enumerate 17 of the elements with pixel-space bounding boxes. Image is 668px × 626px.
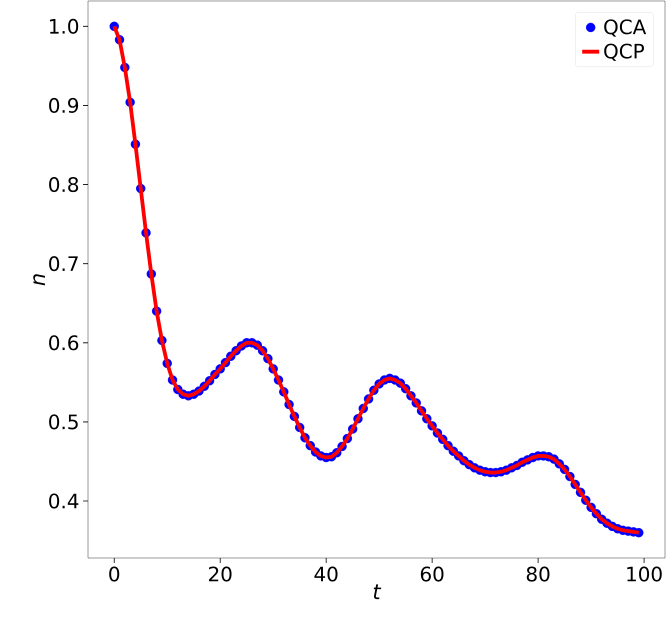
x-tick-label: 40 [314, 566, 338, 582]
x-tick-label: 100 [627, 566, 662, 582]
y-tick-label: 0.9 [49, 98, 78, 113]
y-tick-label: 0.7 [49, 256, 78, 272]
y-axis-title: n [33, 274, 45, 286]
x-tick-label: 0 [109, 566, 120, 582]
y-tick-label: 0.4 [49, 494, 78, 509]
x-axis-title: t [374, 584, 382, 600]
y-tick-label: 0.6 [49, 335, 78, 350]
x-tick-label: 20 [208, 566, 232, 582]
legend-label: QCA [604, 19, 646, 37]
x-tick-label: 60 [420, 566, 444, 582]
x-tick-label: 80 [526, 566, 550, 582]
y-tick-label: 0.5 [49, 414, 78, 430]
legend-label: QCP [604, 44, 644, 61]
y-tick-label: 1.0 [50, 18, 78, 34]
y-tick-label: 0.8 [49, 177, 78, 192]
